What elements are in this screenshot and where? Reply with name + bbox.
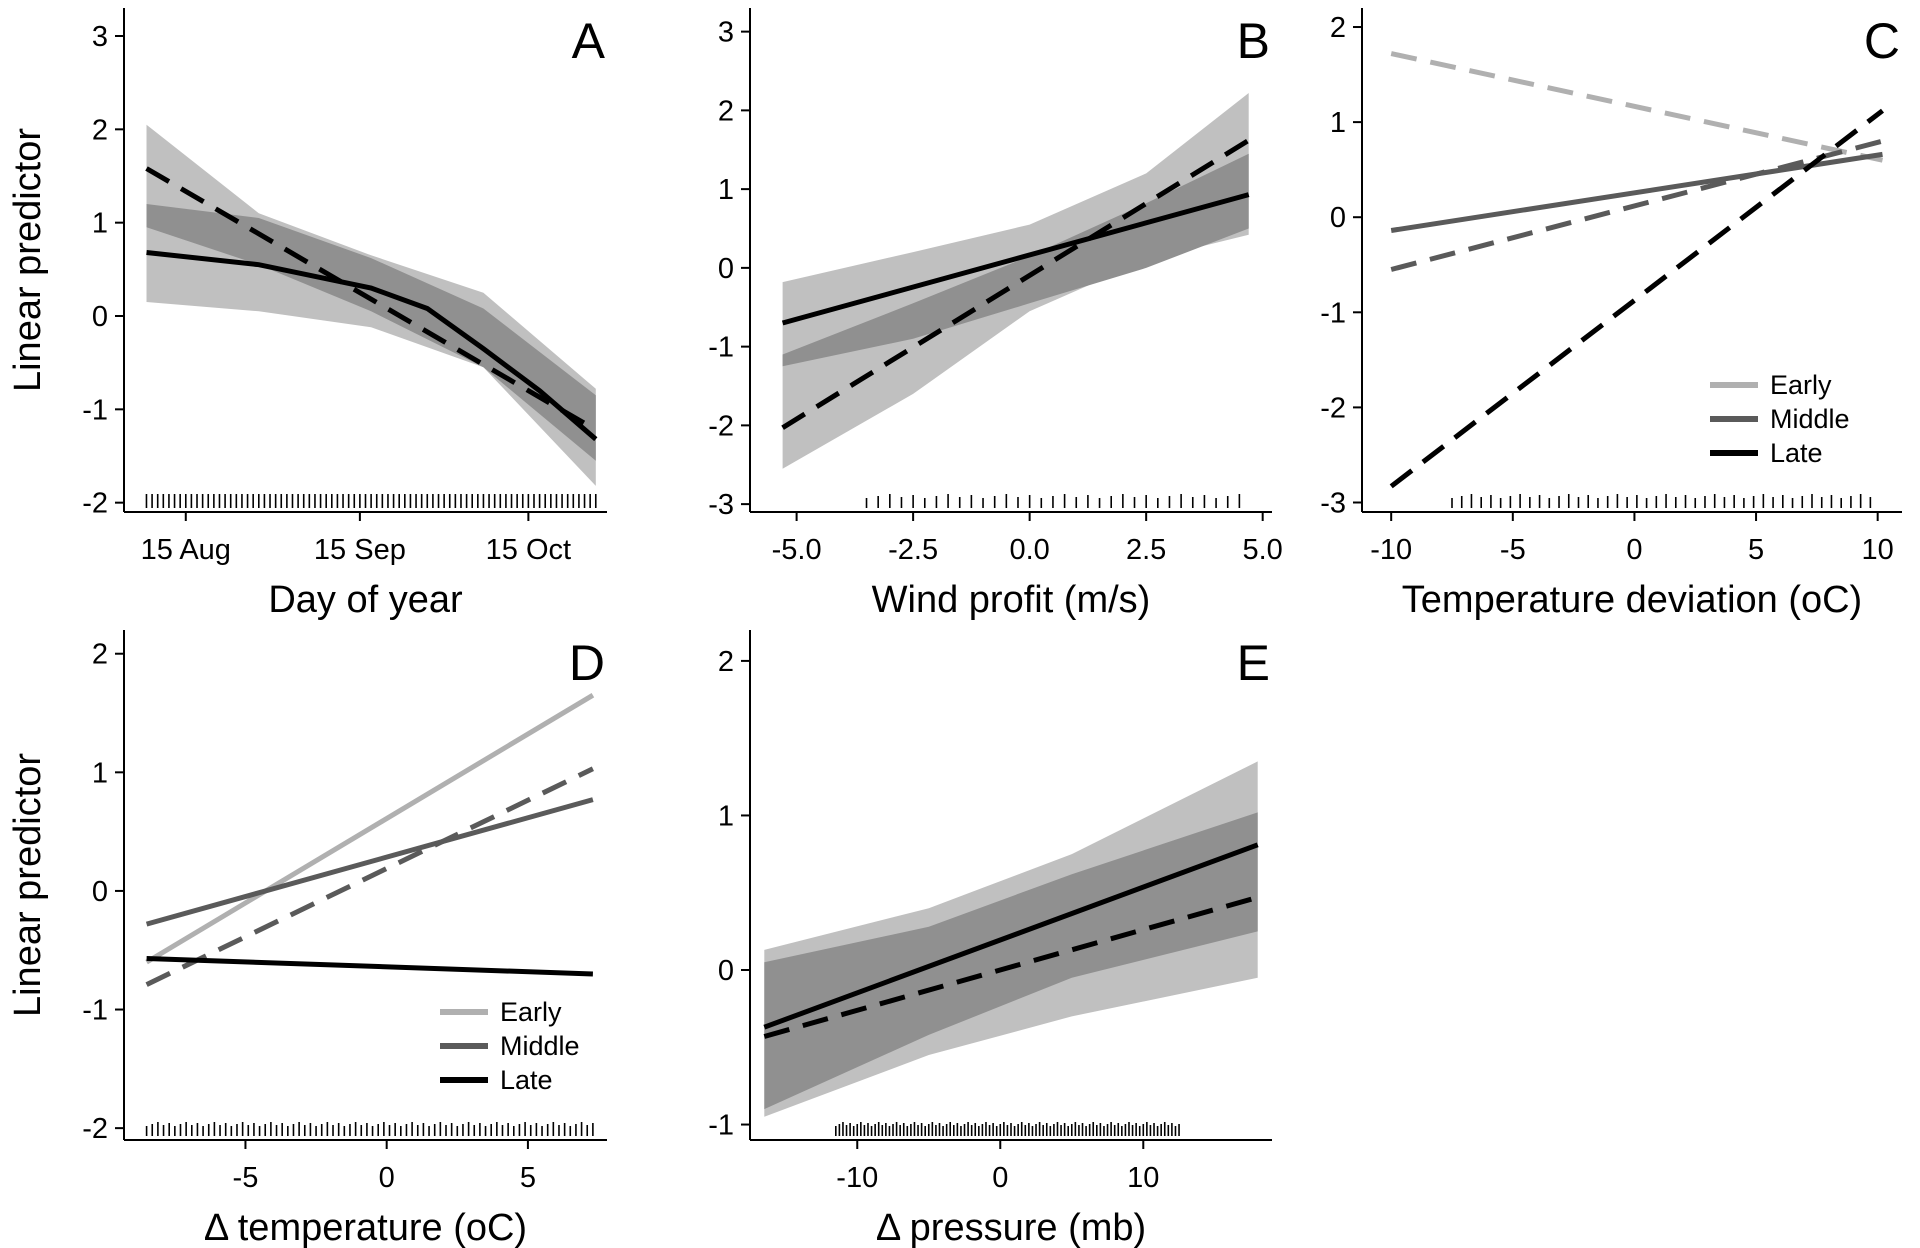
rug-marks [145, 1122, 594, 1136]
legend: Early Middle Late [1710, 370, 1850, 468]
y-tick-label: -2 [708, 410, 734, 442]
x-axis-title: Δ pressure (mb) [876, 1207, 1146, 1248]
y-tick-label: 1 [718, 800, 734, 832]
y-tick-label: 0 [718, 955, 734, 987]
series-line-late-solid-4 [146, 956, 593, 977]
x-tick-label: 5.0 [1243, 534, 1283, 566]
series-line-dashed-3 [1390, 138, 1884, 272]
legend-label: Middle [1770, 404, 1850, 434]
y-tick-label: 2 [92, 639, 108, 671]
y-tick-label: -1 [708, 1110, 734, 1142]
x-tick-label: -2.5 [888, 534, 938, 566]
x-axis-title: Wind profit (m/s) [872, 579, 1151, 621]
legend-label: Middle [500, 1031, 580, 1061]
rug-marks [865, 494, 1241, 508]
x-tick-label: 15 Aug [141, 534, 231, 566]
panel-b: -3 -2 -1 0 1 2 3 -5.0 -2.5 0.0 2.5 5.0 Wind profit (… [708, 8, 1283, 621]
y-tick-label: -2 [1320, 392, 1346, 424]
legend: Early Middle Late [440, 997, 580, 1095]
series-line-solid-1 [781, 192, 1250, 326]
legend-label: Early [1770, 370, 1832, 400]
y-tick-label: -2 [82, 1113, 108, 1145]
x-tick-label: 0.0 [1009, 534, 1049, 566]
legend-label: Late [500, 1065, 553, 1095]
y-tick-label: 3 [92, 21, 108, 53]
panel-d: -2 -1 0 1 2 -5 0 5 Δ temperature (oC) Linear pred… [7, 630, 607, 1248]
series-line-late-dashed-4 [1389, 108, 1885, 489]
y-tick-label: 2 [718, 646, 734, 678]
y-tick-label: -3 [708, 489, 734, 521]
series-line-early-dashed-1 [1390, 51, 1884, 163]
y-tick-label: 2 [92, 114, 108, 146]
panel-letter: E [1237, 635, 1270, 691]
y-tick-label: 0 [1330, 202, 1346, 234]
x-tick-label: -10 [836, 1162, 878, 1194]
y-tick-label: 1 [92, 208, 108, 240]
legend-label: Early [500, 997, 562, 1027]
y-axis-title: Linear predictor [7, 753, 49, 1017]
series-line-early-solid-1 [145, 693, 595, 965]
x-tick-label: -5.0 [772, 534, 822, 566]
y-tick-label: -3 [1320, 487, 1346, 519]
series-line-dashed-2 [781, 138, 1251, 430]
x-axis-title: Δ temperature (oC) [204, 1207, 527, 1248]
series-line-dashed-2 [145, 166, 598, 433]
series-line-solid-1 [146, 250, 598, 442]
series-line-middle-solid-2 [1390, 151, 1883, 233]
x-tick-label: 5 [520, 1162, 536, 1194]
panel-letter: A [572, 13, 606, 69]
series-line-dashed-3 [145, 766, 594, 987]
confidence-band-2 [782, 153, 1249, 367]
x-tick-label: 10 [1862, 534, 1894, 566]
x-tick-label: -10 [1370, 534, 1412, 566]
legend-label: Late [1770, 438, 1823, 468]
rug-marks [835, 1122, 1180, 1136]
series-line-dashed-2 [763, 894, 1259, 1039]
y-tick-label: -1 [708, 332, 734, 364]
y-tick-label: -1 [82, 995, 108, 1027]
x-tick-label: -5 [233, 1162, 259, 1194]
y-tick-label: 1 [92, 757, 108, 789]
x-tick-label: 15 Oct [486, 534, 571, 566]
panel-letter: C [1864, 13, 1900, 69]
x-tick-label: 0 [379, 1162, 395, 1194]
x-tick-label: 2.5 [1126, 534, 1166, 566]
x-tick-label: 15 Sep [314, 534, 406, 566]
y-axis-title: Linear predictor [7, 128, 49, 392]
y-tick-label: 1 [1330, 107, 1346, 139]
x-tick-label: -5 [1500, 534, 1526, 566]
panel-letter: B [1237, 13, 1270, 69]
panel-letter: D [569, 635, 605, 691]
y-tick-label: 0 [92, 301, 108, 333]
panel-a: -2 -1 0 1 2 3 15 Aug 15 Sep 15 Oct Day of year Lin… [7, 8, 607, 621]
y-tick-label: 2 [1330, 12, 1346, 44]
y-tick-label: 0 [92, 876, 108, 908]
y-tick-label: 1 [718, 174, 734, 206]
x-tick-label: 5 [1748, 534, 1764, 566]
y-tick-label: -2 [82, 488, 108, 520]
rug-marks [1451, 494, 1872, 508]
y-tick-label: 2 [718, 95, 734, 127]
x-axis-title: Day of year [268, 579, 463, 621]
confidence-band-2 [764, 812, 1258, 1110]
x-axis-title: Temperature deviation (oC) [1402, 579, 1862, 621]
y-tick-label: 0 [718, 253, 734, 285]
x-tick-label: 0 [992, 1162, 1008, 1194]
series-line-middle-solid-2 [145, 797, 594, 927]
rug-marks [145, 494, 597, 508]
y-tick-label: 3 [718, 17, 734, 49]
x-tick-label: 0 [1626, 534, 1642, 566]
series-line-solid-1 [763, 842, 1259, 1030]
confidence-band-2 [146, 204, 596, 461]
x-tick-label: 10 [1127, 1162, 1159, 1194]
y-tick-label: -1 [82, 394, 108, 426]
y-tick-label: -1 [1320, 297, 1346, 329]
